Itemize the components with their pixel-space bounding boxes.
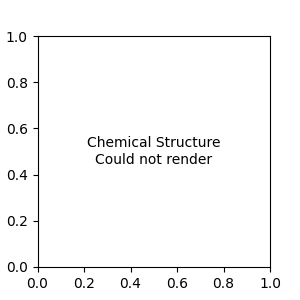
Text: Chemical Structure
Could not render: Chemical Structure Could not render xyxy=(87,136,220,166)
